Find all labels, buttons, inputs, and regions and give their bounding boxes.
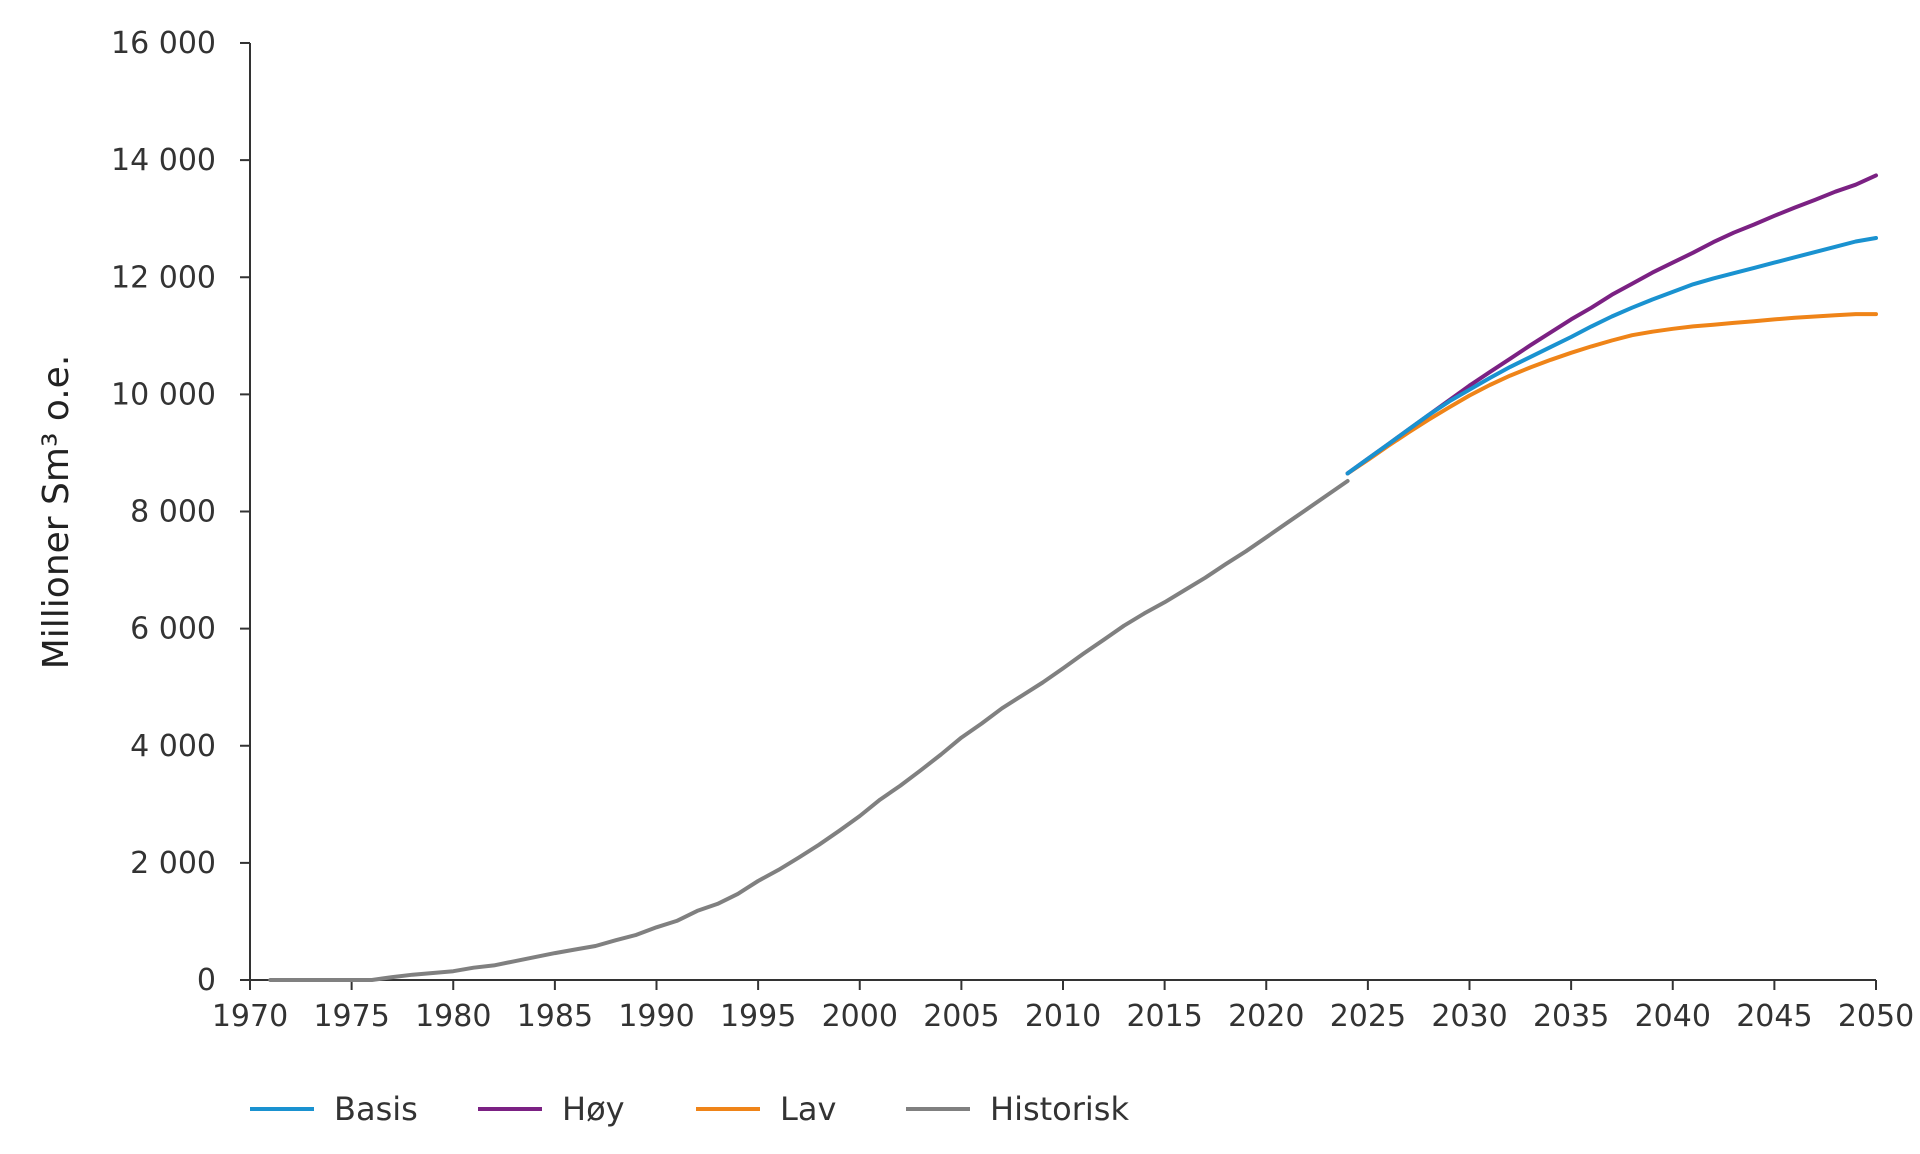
x-tick-label: 2025: [1330, 999, 1406, 1034]
y-tick-label: 4 000: [130, 729, 216, 764]
legend-item-lav: Lav: [696, 1090, 836, 1128]
legend-label: Historisk: [990, 1090, 1129, 1128]
y-tick-label: 12 000: [111, 260, 216, 295]
series-line-hoy: [1345, 173, 1878, 476]
x-tick-label: 1995: [720, 999, 796, 1034]
series-line-basis: [1345, 236, 1878, 476]
x-tick-label: 1980: [415, 999, 491, 1034]
y-tick-label: 8 000: [130, 495, 216, 530]
series-line-lav: [1345, 312, 1878, 476]
legend-label: Lav: [780, 1090, 836, 1128]
legend-label: Basis: [334, 1090, 418, 1128]
series-lines: [268, 173, 1878, 982]
legend-item-basis: Basis: [250, 1090, 418, 1128]
x-tick-label: 1990: [618, 999, 694, 1034]
series-line-historisk: [268, 479, 1350, 982]
ticks: 0 2 000 4 000 6 000 8 000 10 000 12 000 14 000 1…: [111, 26, 1914, 1034]
y-tick-label: 16 000: [111, 26, 216, 61]
x-tick-label: 2050: [1838, 999, 1914, 1034]
x-tick-label: 2015: [1126, 999, 1202, 1034]
x-tick-label: 2040: [1635, 999, 1711, 1034]
x-tick-label: 1970: [212, 999, 288, 1034]
x-tick-label: 2030: [1431, 999, 1507, 1034]
x-tick-label: 2010: [1025, 999, 1101, 1034]
legend-item-hoy: Høy: [478, 1090, 625, 1128]
legend: Basis Høy Lav Historisk: [250, 1090, 1129, 1128]
x-tick-label: 1975: [313, 999, 389, 1034]
x-tick-label: 2005: [923, 999, 999, 1034]
x-tick-label: 2045: [1736, 999, 1812, 1034]
y-tick-label: 10 000: [111, 377, 216, 412]
x-tick-label: 1985: [517, 999, 593, 1034]
x-tick-label: 2000: [822, 999, 898, 1034]
axes: [249, 43, 1876, 981]
x-tick-label: 2035: [1533, 999, 1609, 1034]
y-axis-label: Millioner Sm³ o.e.: [36, 355, 77, 670]
y-tick-label: 6 000: [130, 612, 216, 647]
legend-item-historisk: Historisk: [906, 1090, 1129, 1128]
y-tick-label: 14 000: [111, 143, 216, 178]
legend-label: Høy: [562, 1090, 625, 1128]
x-tick-label: 2020: [1228, 999, 1304, 1034]
y-tick-label: 2 000: [130, 846, 216, 881]
y-tick-label: 0: [197, 963, 216, 998]
